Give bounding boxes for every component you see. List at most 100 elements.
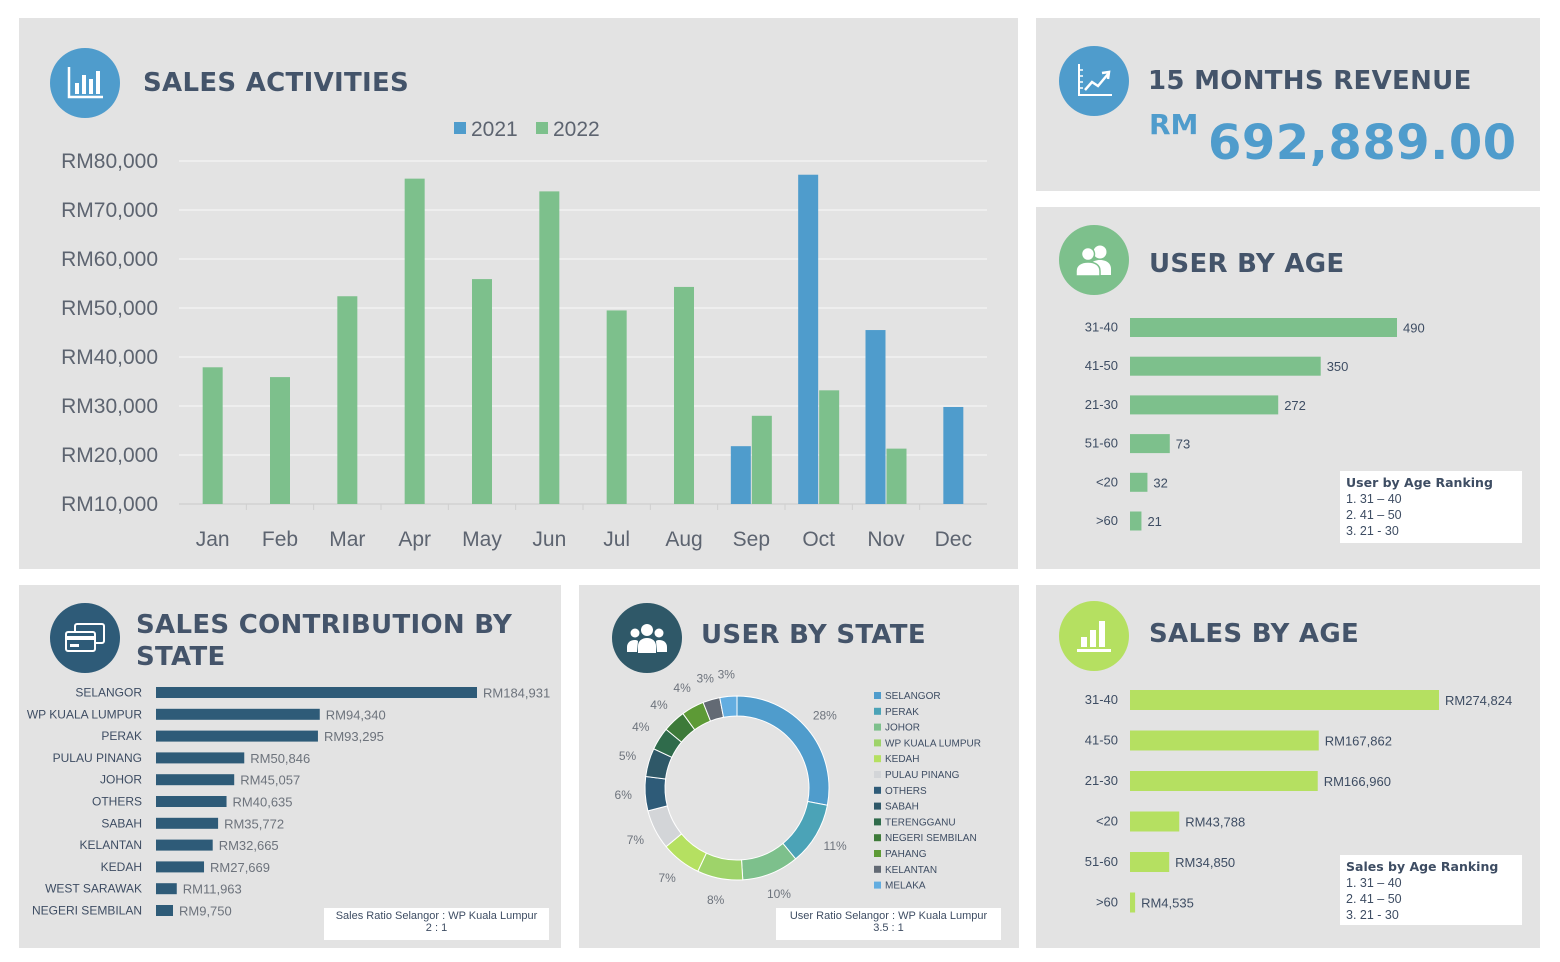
category-label: OTHERS bbox=[92, 795, 142, 809]
bar-2022 bbox=[751, 415, 772, 504]
bar-2022 bbox=[404, 178, 425, 504]
sales-by-state-chart: SELANGOR RM184,931 WP KUALA LUMPUR RM94,340… bbox=[27, 686, 550, 919]
data-label: 350 bbox=[1327, 359, 1349, 374]
legend-label: PERAK bbox=[885, 707, 919, 718]
legend-swatch-2022 bbox=[536, 122, 548, 134]
bar bbox=[1130, 434, 1170, 454]
x-tick-label: Jun bbox=[532, 528, 566, 551]
data-label: 21 bbox=[1147, 514, 1161, 529]
ranking-item: 2. 41 – 50 bbox=[1346, 508, 1402, 522]
bar bbox=[156, 817, 219, 829]
legend-label: JOHOR bbox=[885, 723, 920, 734]
user-by-age-title: USER BY AGE bbox=[1149, 249, 1345, 279]
donut-slice bbox=[740, 842, 797, 881]
credit-card-icon bbox=[50, 603, 120, 673]
legend-swatch bbox=[874, 802, 881, 810]
user-by-state-title: USER BY STATE bbox=[701, 620, 926, 650]
revenue-currency: RM bbox=[1149, 108, 1199, 141]
sales-ratio-box: Sales Ratio Selangor : WP Kuala Lumpur 2… bbox=[324, 908, 549, 940]
ranking-item: 1. 31 – 40 bbox=[1346, 492, 1402, 506]
data-label: RM184,931 bbox=[483, 686, 550, 701]
category-label: 21-30 bbox=[1085, 397, 1118, 412]
legend-label: MELAKA bbox=[885, 881, 926, 892]
y-tick-label: RM60,000 bbox=[61, 248, 158, 271]
x-tick-label: Dec bbox=[935, 528, 972, 551]
data-label: RM166,960 bbox=[1324, 774, 1391, 789]
category-label: WEST SARAWAK bbox=[45, 882, 142, 896]
category-label: >60 bbox=[1096, 513, 1118, 528]
slice-label: 8% bbox=[707, 893, 725, 907]
bar-2022 bbox=[270, 377, 290, 504]
x-tick-label: Sep bbox=[733, 528, 770, 551]
revenue-amount: 692,889.00 bbox=[1208, 115, 1517, 171]
legend-label: SABAH bbox=[885, 802, 919, 813]
bar-2022 bbox=[674, 286, 694, 504]
bar bbox=[1130, 771, 1318, 791]
sales-by-state-panel: SALES CONTRIBUTION BY STATE SELANGOR RM18… bbox=[19, 585, 561, 948]
legend-swatch bbox=[874, 834, 881, 842]
category-label: JOHOR bbox=[100, 773, 142, 787]
revenue-panel: 15 MONTHS REVENUE RM 692,889.00 bbox=[1036, 18, 1540, 191]
data-label: RM274,824 bbox=[1445, 693, 1512, 708]
bar-2021 bbox=[798, 174, 819, 504]
category-label: 41-50 bbox=[1085, 358, 1118, 373]
data-label: 32 bbox=[1153, 475, 1167, 490]
sales-ratio-line1: Sales Ratio Selangor : WP Kuala Lumpur bbox=[335, 910, 538, 922]
bar-2022 bbox=[886, 448, 907, 504]
slice-label: 4% bbox=[632, 720, 650, 734]
category-label: <20 bbox=[1096, 814, 1118, 829]
data-label: RM93,295 bbox=[324, 729, 384, 744]
sales-by-age-panel: SALES BY AGE 31-40 RM274,824 41-50 RM167,86… bbox=[1036, 585, 1540, 948]
legend-swatch-2021 bbox=[454, 122, 466, 134]
y-tick-label: RM80,000 bbox=[61, 150, 158, 173]
sales-activities-chart: RM80,000 RM70,000 RM60,000 RM50,000 RM40,000… bbox=[61, 118, 987, 551]
user-ratio-line1: User Ratio Selangor : WP Kuala Lumpur bbox=[789, 910, 988, 922]
slice-label: 4% bbox=[650, 698, 668, 712]
data-label: RM43,788 bbox=[1185, 815, 1245, 830]
users-icon bbox=[1059, 225, 1129, 295]
sales-activities-panel: SALES ACTIVITIES RM80,000 RM70,000 RM60,00… bbox=[19, 18, 1018, 569]
category-label: 41-50 bbox=[1085, 733, 1118, 748]
bar bbox=[1130, 356, 1321, 376]
user-by-state-chart: 28%11%10%8%7%7%6%5%4%4%4%3% 3%SELANGORPER… bbox=[615, 668, 981, 907]
legend-swatch bbox=[874, 707, 881, 715]
x-tick-label: Jul bbox=[603, 528, 630, 551]
x-tick-label: Nov bbox=[867, 528, 905, 551]
legend-label: KELANTAN bbox=[885, 865, 937, 876]
data-label: RM34,850 bbox=[1175, 855, 1235, 870]
y-tick-label: RM20,000 bbox=[61, 444, 158, 467]
legend-swatch bbox=[874, 771, 881, 778]
y-tick-label: RM10,000 bbox=[61, 493, 158, 516]
podium-chart-icon bbox=[1059, 601, 1129, 671]
bar bbox=[156, 687, 477, 698]
ranking-title: Sales by Age Ranking bbox=[1346, 859, 1499, 874]
bar bbox=[1130, 511, 1142, 531]
bar bbox=[1130, 472, 1148, 492]
category-label: 21-30 bbox=[1085, 773, 1118, 788]
slice-label: 5% bbox=[619, 749, 637, 763]
legend-swatch bbox=[874, 881, 881, 889]
bar-2022 bbox=[606, 310, 627, 504]
legend-label: WP KUALA LUMPUR bbox=[885, 738, 981, 749]
legend-label: PAHANG bbox=[885, 849, 927, 860]
ranking-item: 1. 31 – 40 bbox=[1346, 876, 1402, 890]
bar bbox=[156, 905, 173, 916]
data-label: RM50,846 bbox=[250, 751, 310, 766]
slice-label: 7% bbox=[658, 871, 676, 885]
legend-swatch bbox=[874, 786, 881, 794]
bar bbox=[1130, 395, 1279, 415]
ranking-title: User by Age Ranking bbox=[1346, 475, 1493, 490]
bar-2022 bbox=[539, 191, 560, 504]
legend-swatch bbox=[874, 739, 881, 747]
data-label: 73 bbox=[1176, 437, 1190, 452]
sales-by-state-title-line1: SALES CONTRIBUTION BY bbox=[136, 610, 513, 640]
legend-label: PULAU PINANG bbox=[885, 770, 960, 781]
legend-label-2021: 2021 bbox=[471, 118, 518, 141]
bar bbox=[156, 730, 318, 742]
data-label: RM32,665 bbox=[219, 838, 279, 853]
data-label: 490 bbox=[1403, 321, 1425, 336]
data-label: RM11,963 bbox=[183, 882, 242, 897]
bar-2022 bbox=[819, 390, 840, 504]
x-tick-label: Apr bbox=[398, 528, 431, 551]
legend-label: SELANGOR bbox=[885, 691, 941, 702]
